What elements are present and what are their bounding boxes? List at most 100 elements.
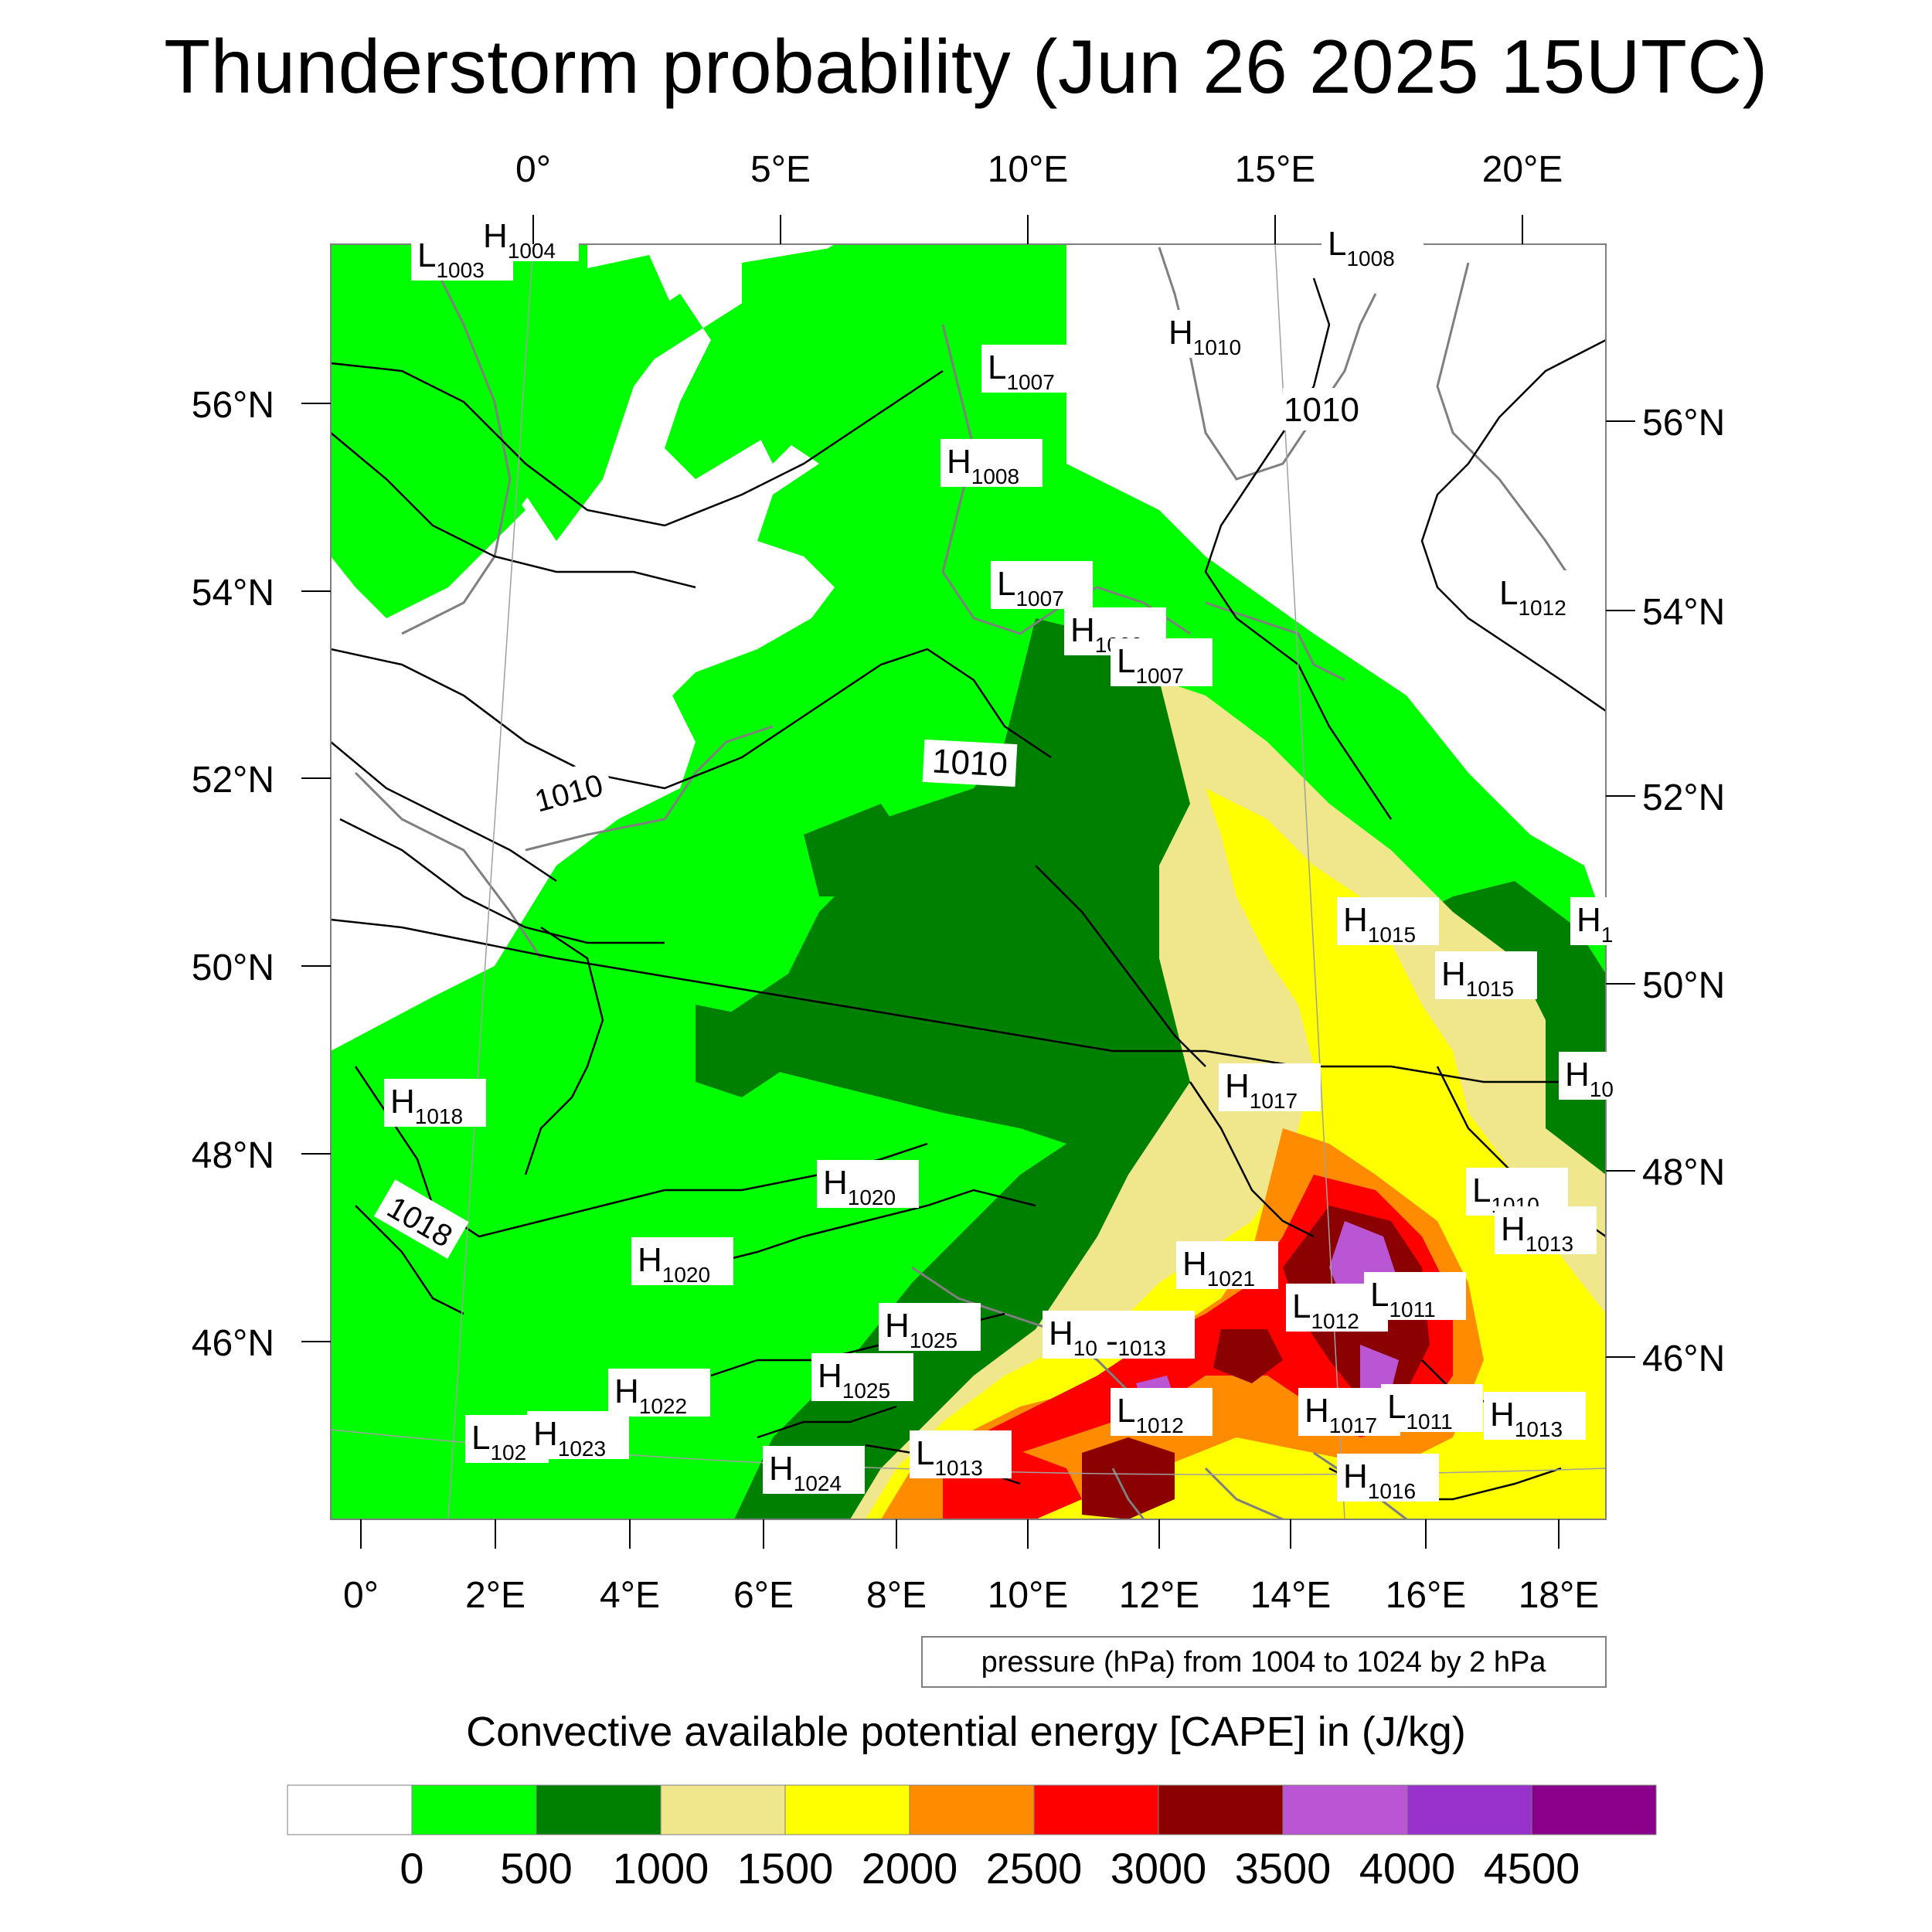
map-frame <box>330 243 1607 1520</box>
pressure-center-value: 1017 <box>1329 1413 1377 1437</box>
pressure-center-high: H1021 <box>1176 1241 1278 1291</box>
pressure-center-high: H1 <box>1570 897 1617 947</box>
pressure-center-high: H1025 <box>879 1303 981 1352</box>
contour-label: 1010 <box>931 742 1009 784</box>
colorbar-swatch <box>1033 1784 1159 1835</box>
pressure-center-high: H1018 <box>384 1079 486 1128</box>
left-lat-label: 48°N <box>192 1135 274 1176</box>
pressure-center-low: L1011 <box>1364 1272 1466 1321</box>
pressure-center-value: 1023 <box>558 1437 606 1461</box>
pressure-center-low: L1011 <box>1381 1384 1483 1434</box>
map-title: Thunderstorm probability (Jun 26 2025 15… <box>164 24 1768 109</box>
pressure-center-value: 10 <box>1590 1077 1614 1101</box>
top-lon-label: 10°E <box>988 149 1069 190</box>
pressure-info-text: pressure (hPa) from 1004 to 1024 by 2 hP… <box>981 1646 1547 1679</box>
pressure-center-high: H1010 <box>1162 310 1264 359</box>
right-lat-label: 46°N <box>1642 1338 1725 1379</box>
colorbar-swatch <box>1531 1784 1657 1835</box>
top-lon-label: 0° <box>515 149 551 190</box>
right-lat-label: 48°N <box>1642 1152 1725 1193</box>
colorbar-swatch <box>411 1784 537 1835</box>
pressure-center-value: 1012 <box>1135 1413 1183 1437</box>
pressure-center-value: 1017 <box>1250 1089 1298 1113</box>
pressure-center-value: 1025 <box>910 1328 957 1352</box>
pressure-center-value: 1020 <box>662 1263 710 1287</box>
pressure-center-high: H1022 <box>608 1369 710 1418</box>
pressure-center-value: 1016 <box>1368 1479 1416 1503</box>
pressure-center-value: 1012 <box>1518 596 1566 620</box>
pressure-center-high: H1020 <box>631 1237 733 1287</box>
colorbar-tick-label: 2000 <box>861 1844 958 1893</box>
pressure-center-value: 1 <box>1601 923 1614 947</box>
pressure-center-value: 1013 <box>1526 1232 1573 1256</box>
pressure-center-high: H10 <box>1043 1311 1107 1360</box>
pressure-center-high: H1017 <box>1219 1063 1321 1113</box>
right-lat-label: 56°N <box>1642 403 1725 444</box>
pressure-center-high: H1013 <box>1495 1206 1597 1256</box>
pressure-center-high: H1013 <box>1484 1392 1586 1441</box>
pressure-center-value: 10 <box>1073 1336 1097 1360</box>
pressure-center-high: H1025 <box>811 1353 913 1403</box>
pressure-center-low: L1012 <box>1111 1388 1213 1437</box>
pressure-center-high: H1020 <box>817 1160 919 1209</box>
pressure-center-value: 102 <box>490 1440 526 1464</box>
top-lon-label: 20°E <box>1482 149 1563 190</box>
colorbar-swatch <box>1158 1784 1284 1835</box>
colorbar-tick-label: 2500 <box>985 1844 1083 1893</box>
pressure-center-high: H1004 <box>477 213 579 263</box>
bottom-lon-label: 16°E <box>1386 1575 1467 1616</box>
pressure-center-value: 1022 <box>639 1394 687 1418</box>
right-lat-label: 50°N <box>1642 965 1725 1006</box>
pressure-centers: L1003H1004L1008H1010L1007H1008L1007H1009… <box>384 213 1624 1503</box>
bottom-lon-label: 8°E <box>866 1575 927 1616</box>
pressure-center-value: 1007 <box>1135 664 1183 688</box>
pressure-center-value: 1021 <box>1207 1267 1255 1291</box>
pressure-center-low: L1007 <box>981 345 1083 394</box>
pressure-center-value: 1018 <box>415 1104 463 1128</box>
colorbar-swatch <box>1406 1784 1532 1835</box>
bottom-lon-label: 14°E <box>1250 1575 1332 1616</box>
bottom-lon-label: 0° <box>343 1575 379 1616</box>
pressure-center-value: 1008 <box>1346 247 1394 270</box>
pressure-center-low: L1013 <box>910 1430 1012 1480</box>
left-lat-label: 54°N <box>192 573 274 614</box>
colorbar-swatch <box>660 1784 786 1835</box>
left-lat-label: 46°N <box>192 1323 274 1364</box>
pressure-center-value: 1011 <box>1406 1410 1452 1434</box>
colorbar-title: Convective available potential energy [C… <box>466 1709 1466 1755</box>
colorbar-tick-label: 4000 <box>1359 1844 1456 1893</box>
pressure-center-value: 1013 <box>1117 1336 1165 1360</box>
pressure-center-high: H1024 <box>763 1446 865 1495</box>
colorbar-swatch <box>287 1784 413 1835</box>
pressure-center-high: H1008 <box>940 439 1043 488</box>
pressure-center-low: L1008 <box>1321 221 1423 270</box>
right-lat-label: 54°N <box>1642 592 1725 633</box>
colorbar-swatch <box>909 1784 1035 1835</box>
bottom-lon-label: 2°E <box>465 1575 526 1616</box>
pressure-center-value: 1024 <box>794 1471 842 1495</box>
pressure-info-box <box>921 1636 1607 1688</box>
colorbar-tick-label: 1000 <box>612 1844 709 1893</box>
bottom-lon-label: 4°E <box>600 1575 660 1616</box>
pressure-center-high: H10 <box>1559 1052 1624 1101</box>
pressure-center-high: H1023 <box>527 1411 629 1461</box>
pressure-center-value: 1013 <box>1515 1417 1563 1441</box>
colorbar-tick-label: 4500 <box>1483 1844 1580 1893</box>
pressure-center-value: 1008 <box>971 464 1019 488</box>
pressure-center-value: 1007 <box>1015 587 1063 611</box>
pressure-center-value: 1025 <box>842 1379 890 1403</box>
right-lat-label: 52°N <box>1642 777 1725 818</box>
bottom-lon-label: 6°E <box>733 1575 794 1616</box>
colorbar-tick-label: 1500 <box>736 1844 834 1893</box>
pressure-center-value: 1013 <box>934 1456 982 1480</box>
pressure-center-letter: H1015 <box>1441 955 1514 1001</box>
bottom-lon-label: 18°E <box>1519 1575 1600 1616</box>
left-lat-label: 52°N <box>192 760 274 801</box>
pressure-center-value: 1011 <box>1389 1298 1435 1321</box>
left-lat-label: 56°N <box>192 385 274 426</box>
pressure-center-value: 1007 <box>1006 370 1054 394</box>
pressure-center-low: L1007 <box>991 561 1093 611</box>
pressure-center-value: 1012 <box>1311 1309 1359 1333</box>
pressure-center-value: 1020 <box>848 1185 896 1209</box>
colorbar-swatch <box>784 1784 910 1835</box>
